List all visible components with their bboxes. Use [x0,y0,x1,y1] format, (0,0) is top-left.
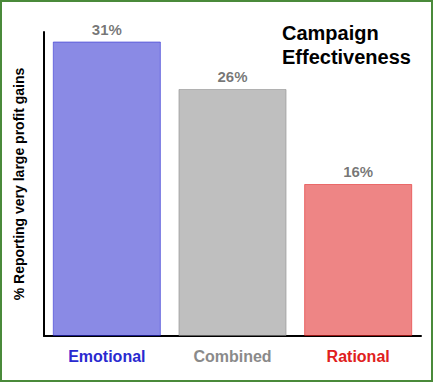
svg-text:Effectiveness: Effectiveness [282,46,411,68]
svg-text:31%: 31% [92,21,122,38]
svg-text:16%: 16% [343,163,373,180]
svg-text:% Reporting very large profit: % Reporting very large profit gains [11,67,27,300]
svg-text:26%: 26% [217,68,247,85]
svg-text:Rational: Rational [327,348,390,365]
svg-text:Combined: Combined [193,348,271,365]
svg-text:Emotional: Emotional [68,348,145,365]
svg-text:Campaign: Campaign [282,22,384,44]
